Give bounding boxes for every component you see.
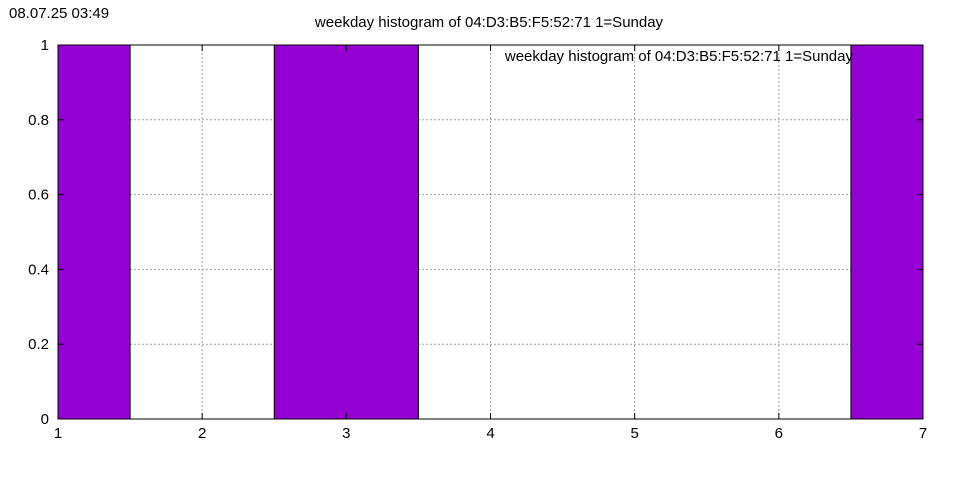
- x-tick-label: 3: [342, 425, 350, 442]
- x-tick-label: 2: [198, 425, 206, 442]
- y-tick-label: 1: [41, 37, 49, 54]
- x-tick-label: 7: [919, 425, 927, 442]
- y-tick-label: 0.2: [28, 336, 49, 353]
- y-tick-label: 0.6: [28, 187, 49, 204]
- x-tick-label: 4: [486, 425, 494, 442]
- y-tick-label: 0.8: [28, 112, 49, 129]
- legend-label: weekday histogram of 04:D3:B5:F5:52:71 1…: [504, 48, 854, 65]
- x-tick-label: 1: [54, 425, 62, 442]
- y-tick-label: 0.4: [28, 261, 49, 278]
- x-tick-label: 6: [775, 425, 783, 442]
- bar-weekday-1: [57, 44, 131, 420]
- y-tick-label: 0: [41, 411, 49, 428]
- timestamp: 08.07.25 03:49: [9, 5, 109, 22]
- x-tick-label: 5: [630, 425, 638, 442]
- axis-ticks: 1 2 3 4 5 6 7 0 0.2 0.4 0.6 0.8 1: [28, 37, 927, 442]
- bar-weekday-7: [850, 44, 924, 420]
- chart-title: weekday histogram of 04:D3:B5:F5:52:71 1…: [314, 14, 664, 31]
- bar-weekday-3: [273, 44, 419, 420]
- grid-lines: [58, 45, 923, 419]
